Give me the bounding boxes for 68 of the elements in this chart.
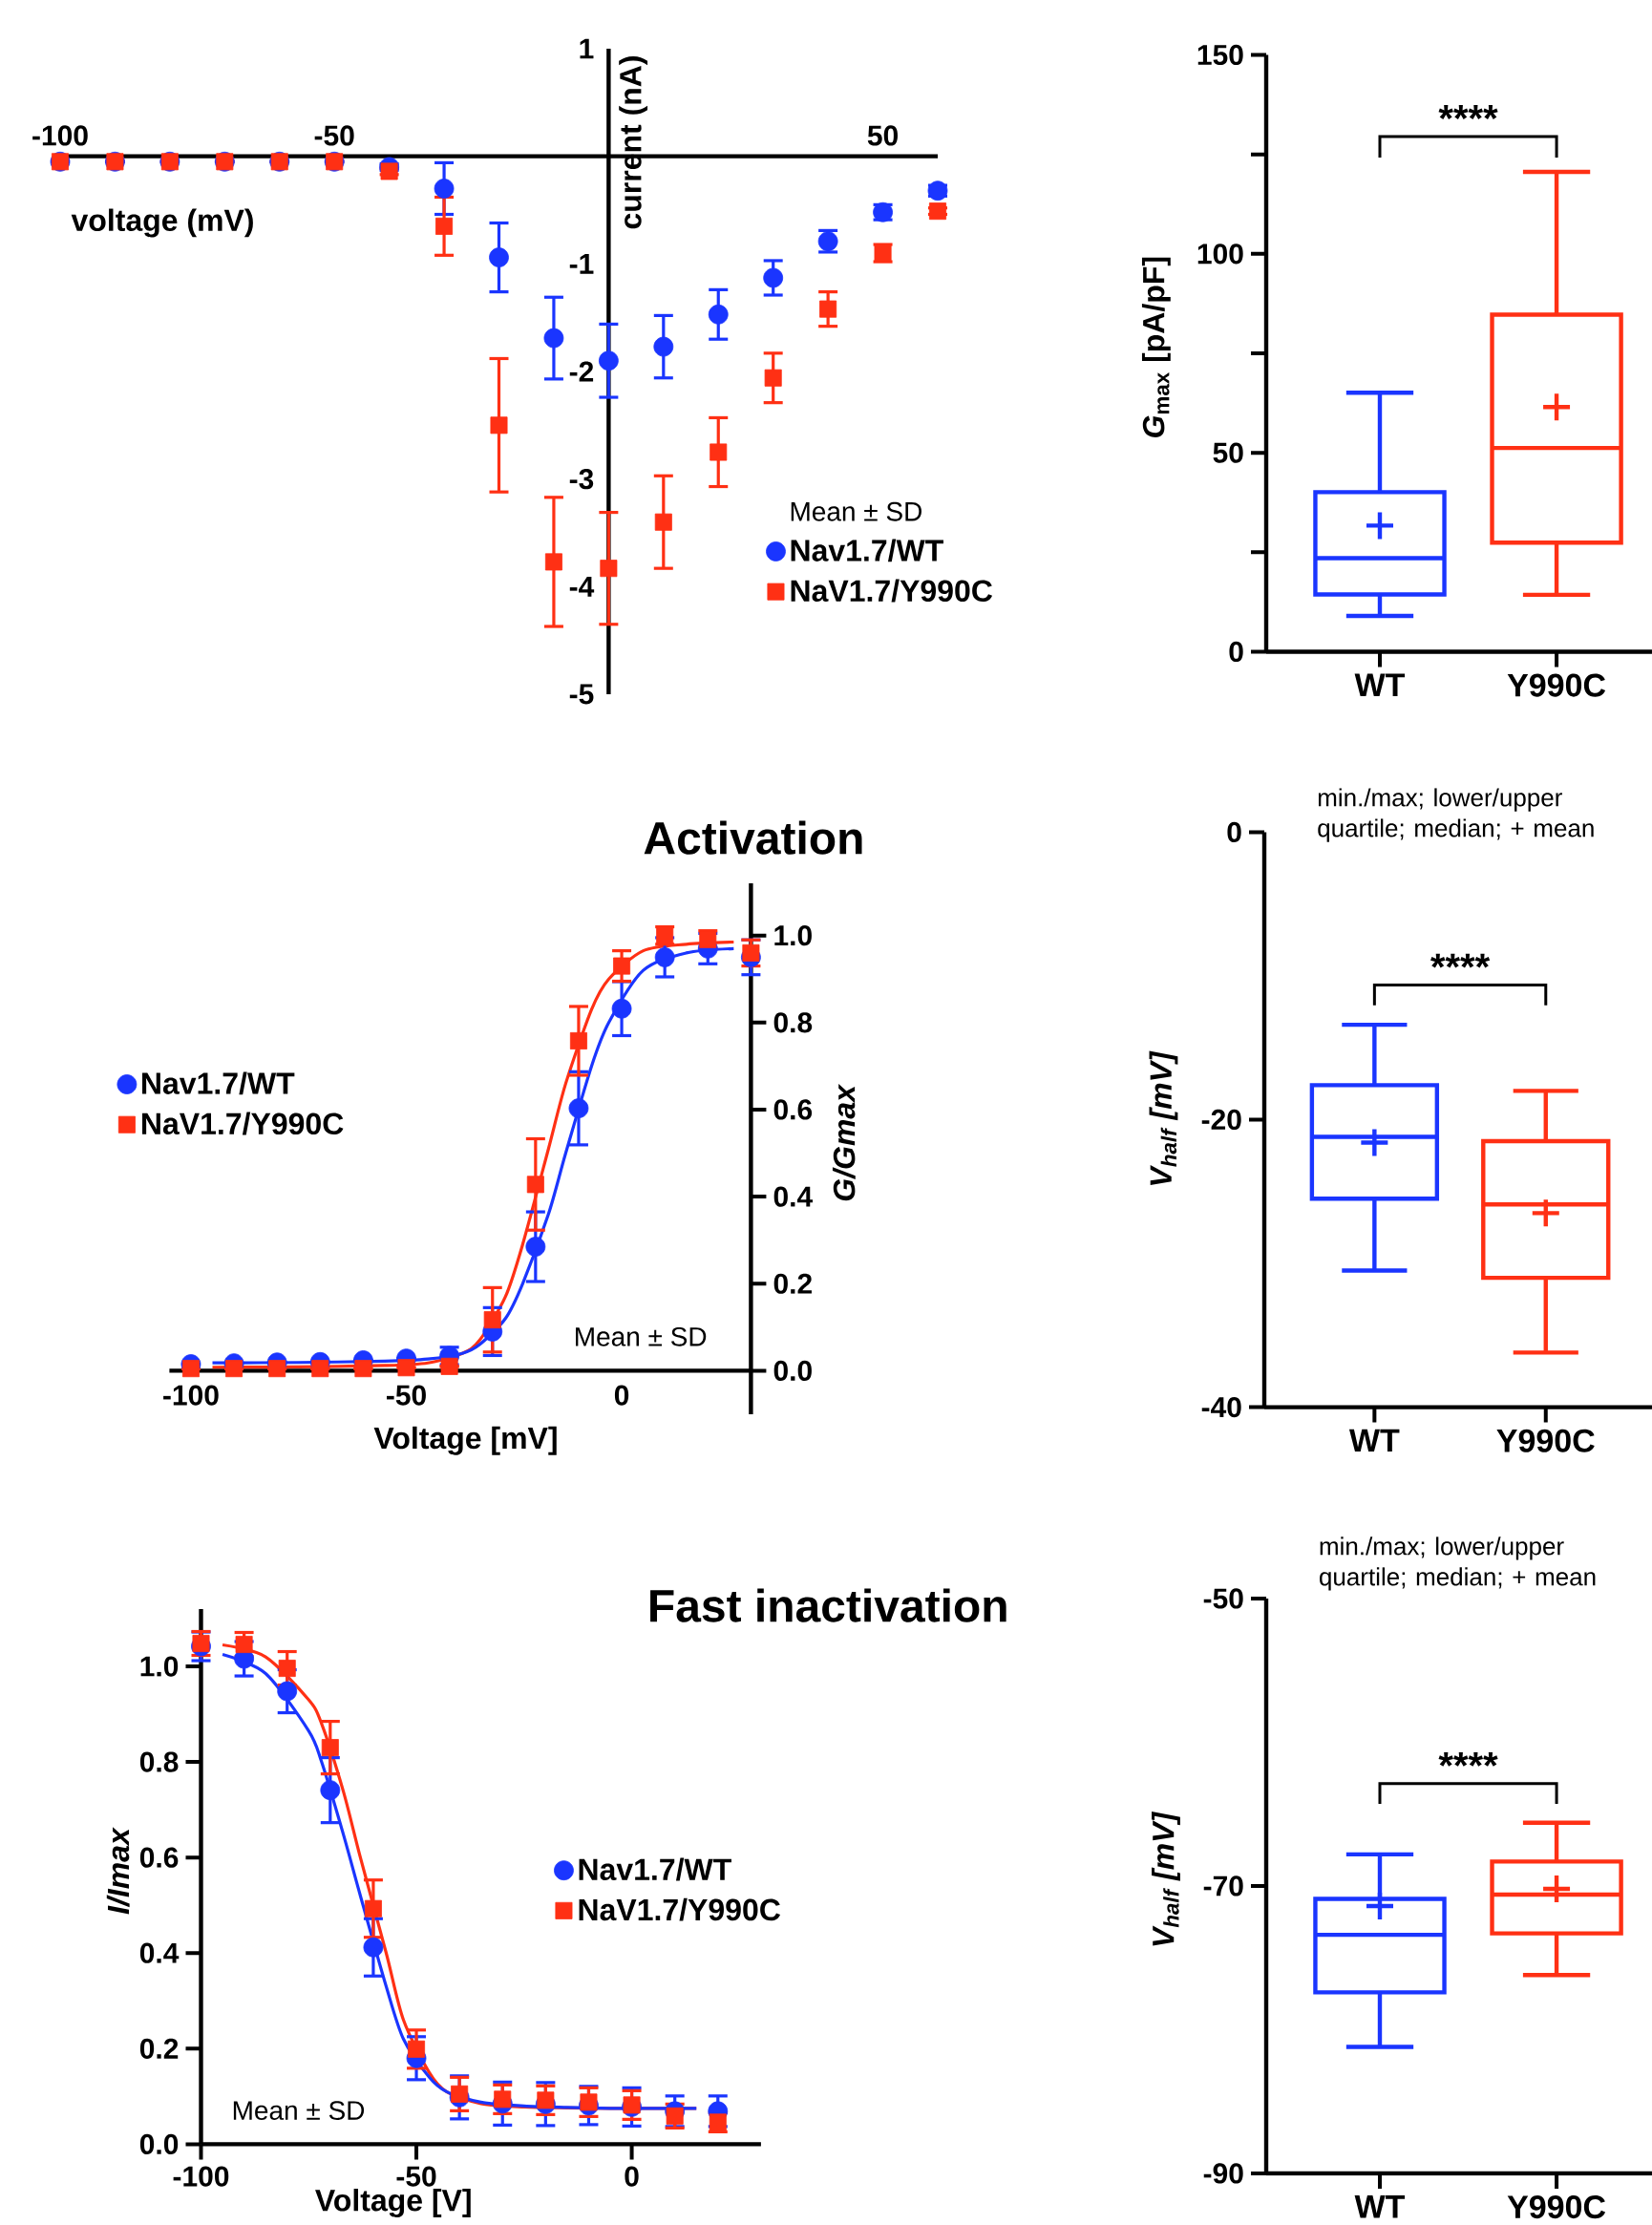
y-tick-label: 0	[1229, 641, 1243, 663]
text: min./max; lower/upper quartile; median; + mean	[1320, 1536, 1596, 1591]
y-tick-label: 0.0	[139, 2133, 179, 2154]
x-tick-label: WT	[1354, 2195, 1406, 2218]
y-axis-title: G/Gmax	[832, 1083, 856, 1201]
y-tick-label: -50	[1203, 1588, 1243, 1609]
y-tick-label: 0.8	[139, 1751, 179, 1772]
x-tick-label: Y990C	[1507, 2195, 1606, 2219]
y-tick-label: -3	[569, 469, 594, 490]
x-tick-label: 50	[867, 125, 898, 146]
x-tick-label: -50	[386, 1385, 426, 1406]
y-tick-label: -2	[569, 361, 594, 382]
chart-title: Fast inactivation	[650, 1588, 1006, 1622]
y-tick-label: 0	[1227, 821, 1241, 842]
x-tick-label: -50	[396, 2166, 436, 2187]
y-axis-title: V$_{half}$ [mV]	[1149, 1050, 1178, 1185]
x-tick-label: WT	[1348, 1429, 1400, 1452]
x-tick-label: 0	[614, 1385, 629, 1406]
x-axis-title: voltage (mV)	[71, 208, 253, 238]
annotation: Mean ± SD	[233, 2101, 365, 2121]
y-axis-title: G$_{max}$ [pA/pF]	[1141, 257, 1171, 437]
x-tick-label: 0	[625, 2166, 639, 2187]
y-tick-label: 0.6	[773, 1099, 813, 1120]
y-tick-label: -90	[1203, 2163, 1243, 2184]
y-tick-label: 0.2	[773, 1273, 812, 1294]
y-tick-label: -4	[569, 577, 595, 597]
annotation: ****	[1438, 1751, 1498, 1767]
annotation: ****	[1430, 953, 1491, 968]
x-axis-title: Voltage [V]	[315, 2189, 471, 2218]
y-tick-label: -40	[1201, 1396, 1241, 1418]
y-tick-label: 0.4	[773, 1186, 814, 1207]
x-tick-label: WT	[1354, 673, 1406, 696]
y-tick-label: 0.2	[139, 2038, 179, 2059]
y-tick-label: -20	[1201, 1109, 1241, 1131]
x-tick-label: -100	[163, 1385, 219, 1406]
annotation: min./max; lower/upper quartile; median; + mean	[1318, 788, 1594, 842]
legend-label: Nav1.7/WT	[579, 1857, 731, 1881]
legend-label: Nav1.7/WT	[142, 1071, 295, 1095]
y-tick-label: 50	[1213, 442, 1243, 463]
y-axis-title: V$_{half}$ [mV]	[1152, 1812, 1180, 1946]
y-tick-label: 1.0	[774, 925, 812, 946]
y-tick-label: 0.6	[139, 1847, 179, 1868]
x-tick-label: -100	[32, 125, 88, 146]
annotation: Mean ± SD	[576, 1326, 707, 1346]
y-tick-label: 1.0	[140, 1656, 179, 1677]
y-tick-label: 0.0	[773, 1360, 812, 1382]
y-tick-label: -70	[1203, 1875, 1243, 1897]
y-tick-label: 0.4	[139, 1942, 180, 1963]
x-tick-label: -100	[173, 2166, 229, 2187]
x-tick-label: Y990C	[1496, 1429, 1595, 1452]
legend-label: NaV1.7/Y990C	[579, 1897, 781, 1921]
x-tick-label: Y990C	[1507, 673, 1606, 697]
legend-label: NaV1.7/Y990C	[142, 1112, 344, 1135]
y-tick-label: -5	[569, 684, 594, 705]
legend-label: Nav1.7/WT	[791, 539, 943, 562]
chart-title: Activation	[644, 820, 862, 855]
annotation: ****	[1438, 105, 1498, 119]
y-tick-label: -1	[569, 254, 594, 274]
x-tick-label: -50	[314, 125, 354, 146]
y-tick-label: 1	[580, 38, 594, 59]
y-axis-title: I/Imax	[106, 1827, 130, 1915]
y-tick-label: 100	[1197, 244, 1243, 265]
y-tick-label: 0.8	[773, 1012, 813, 1033]
legend-label: NaV1.7/Y990C	[791, 579, 993, 603]
y-tick-label: 150	[1197, 44, 1243, 66]
legend-title: Mean ± SD	[791, 501, 921, 521]
x-axis-title: Voltage [mV]	[373, 1426, 557, 1455]
y-axis-title: current (nA)	[619, 56, 648, 229]
